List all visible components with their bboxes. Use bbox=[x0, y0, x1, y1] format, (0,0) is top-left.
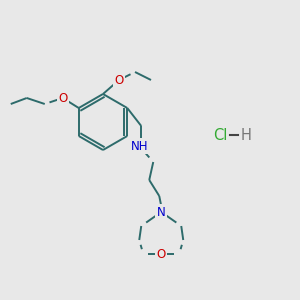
Text: O: O bbox=[157, 248, 166, 260]
Text: NH: NH bbox=[130, 140, 148, 152]
Text: O: O bbox=[58, 92, 68, 104]
Text: O: O bbox=[114, 74, 124, 86]
Text: N: N bbox=[157, 206, 166, 218]
Text: Cl: Cl bbox=[213, 128, 227, 142]
Text: H: H bbox=[241, 128, 251, 142]
